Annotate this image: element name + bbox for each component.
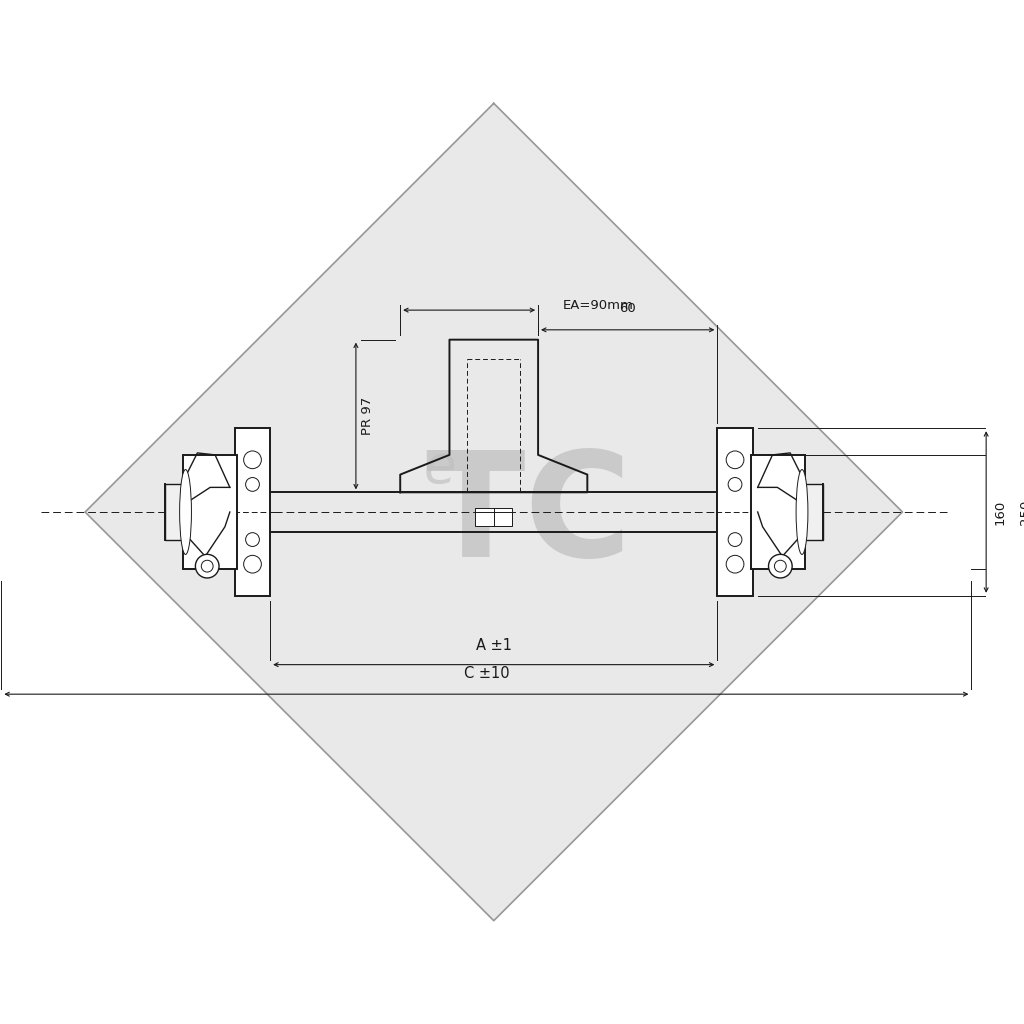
Bar <box>182 456 237 568</box>
Ellipse shape <box>179 470 191 554</box>
Text: 60: 60 <box>620 302 636 315</box>
Circle shape <box>726 555 743 573</box>
Circle shape <box>728 532 742 547</box>
Circle shape <box>246 532 259 547</box>
Text: C ±10: C ±10 <box>464 667 509 681</box>
Text: TC: TC <box>425 446 632 588</box>
Circle shape <box>769 554 793 578</box>
Circle shape <box>202 560 213 572</box>
Bar <box>234 428 270 596</box>
Circle shape <box>196 554 219 578</box>
Bar <box>165 483 182 541</box>
Polygon shape <box>85 103 902 921</box>
Text: 160: 160 <box>994 500 1007 524</box>
Text: EA=90mm: EA=90mm <box>563 299 634 311</box>
Text: A ±1: A ±1 <box>476 638 512 653</box>
Circle shape <box>728 477 742 492</box>
Bar <box>717 428 753 596</box>
Circle shape <box>244 451 261 469</box>
Bar <box>805 483 822 541</box>
Text: e: e <box>423 441 456 494</box>
Bar <box>751 456 805 568</box>
Text: PR 97: PR 97 <box>360 397 374 435</box>
Text: 250: 250 <box>1019 500 1024 524</box>
Ellipse shape <box>796 470 808 554</box>
Circle shape <box>246 477 259 492</box>
Circle shape <box>244 555 261 573</box>
Circle shape <box>774 560 786 572</box>
Bar <box>475 508 512 525</box>
Circle shape <box>726 451 743 469</box>
